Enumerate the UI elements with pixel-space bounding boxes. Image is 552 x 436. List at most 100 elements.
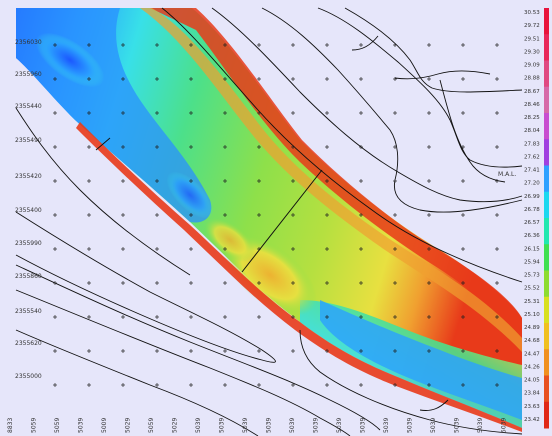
legend-color-segment [544,270,549,298]
contour-line [351,35,379,51]
contour-line [439,79,506,183]
contour-line [211,7,523,203]
cross-section-tick [95,137,111,151]
x-axis-label: 5029 [125,418,132,433]
legend-color-segment [544,60,549,88]
legend-label: 26.99 [524,194,540,200]
y-axis-labels: 2356030 2355960 2355440 2355490 2355420 23554… [15,39,42,380]
legend-label: 28.25 [524,115,540,121]
legend-color-segment [544,34,549,61]
y-axis-label: 2355860 [15,273,42,280]
contour-line [344,7,523,93]
legend-color-segment [544,165,549,193]
legend-label: 25.31 [524,299,540,305]
contour-line [15,211,276,363]
legend-color-segment [544,375,549,403]
legend-label: 28.04 [524,128,540,134]
legend-label: 24.68 [524,338,540,344]
x-axis-label: 5039 [242,418,249,433]
x-axis-label: 5039 [407,418,414,433]
cross-section-line [241,169,323,273]
legend-label: 23.84 [524,391,540,397]
x-axis-label: 5059 [148,418,155,433]
contour-line [299,329,523,435]
legend-label: 25.94 [524,259,540,265]
legend-label: 27.41 [524,168,540,174]
x-axis-label: 5039 [313,418,320,433]
y-axis-label: 2355490 [15,137,42,144]
y-axis-label: 2355420 [15,173,42,180]
x-axis-label: 5039 [477,418,484,433]
terrain-lower-blue [320,300,522,420]
terrain-band [16,8,522,432]
x-axis-label: 5039 [266,418,273,433]
y-axis-label: 2355960 [15,71,42,78]
x-axis-label: 5039 [219,418,226,433]
legend-label: 28.46 [524,102,540,108]
x-axis-label: 5039 [430,418,437,433]
x-axis-label: 5039 [501,418,508,433]
x-axis-label: 5059 [31,418,38,433]
legend-label: 29.72 [524,23,540,29]
legend-color-segment [544,244,549,271]
x-axis-label: 5039 [289,418,296,433]
contour-line [394,70,491,80]
legend-color-segment [544,191,549,219]
map-callout: M.A.L. [498,171,516,178]
legend-label: 29.30 [524,49,540,55]
x-axis-label: 5029 [172,418,179,433]
y-axis-label: 2355990 [15,240,42,247]
x-axis-label: 5039 [336,418,343,433]
terrain-red-edge [150,8,522,340]
x-axis-label: 5039 [78,418,85,433]
legend-color-segment [544,296,549,324]
legend-color-segment [544,139,549,166]
terrain-deep-blue [35,32,105,88]
x-axis-label: 5009 [101,418,108,433]
legend-label: 29.09 [524,63,540,69]
legend-color-segment [544,349,549,376]
terrain-shoal-2 [204,218,256,262]
legend-label: 26.78 [524,207,540,213]
legend-label: 27.62 [524,154,540,160]
contour-line [419,399,449,411]
contour-line [161,7,523,283]
legend-label: 23.63 [524,404,540,410]
legend-label: 28.67 [524,89,540,95]
legend-label: 30.53 [524,10,540,16]
legend-label: 24.26 [524,364,540,370]
y-axis-label: 2356030 [15,39,42,46]
contour-line [15,107,191,276]
x-axis-label: 8833 [7,418,14,433]
contour-lines [15,7,523,436]
y-axis-label: 2355440 [15,103,42,110]
legend-color-segment [544,323,549,350]
contour-line [261,7,523,213]
contour-line [15,264,381,431]
legend-label: 27.20 [524,181,540,187]
legend-label: 26.15 [524,246,540,252]
contour-line [15,329,259,436]
legend-label: 24.05 [524,378,540,384]
x-axis-label: 5039 [383,418,390,433]
contour-line [15,289,351,436]
y-axis-label: 2355400 [15,207,42,214]
legend-color-segment [544,401,549,429]
terrain-deep-blue-2 [166,171,214,219]
legend-label: 28.88 [524,76,540,82]
grid-markers [53,43,499,387]
x-axis-label: 5039 [454,418,461,433]
legend-label: 25.10 [524,312,540,318]
x-axis-label: 5039 [195,418,202,433]
x-axis-labels: 8833 5059 5059 5039 5009 5029 5059 5029 5039 5039… [7,418,508,433]
legend-color-segment [544,218,549,245]
legend-color-segment [544,113,549,140]
legend-label: 24.89 [524,325,540,331]
legend-label: 27.83 [524,141,540,147]
contour-line [317,7,523,168]
legend-label: 23.42 [524,417,540,423]
legend-label: 24.47 [524,351,540,357]
legend-label: 25.73 [524,273,540,279]
x-axis-label: 5059 [54,418,61,433]
